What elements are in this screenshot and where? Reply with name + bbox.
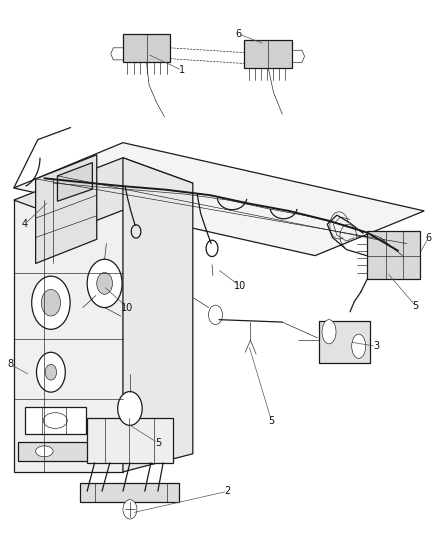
Text: 10: 10 bbox=[121, 303, 134, 312]
Circle shape bbox=[208, 305, 223, 325]
Polygon shape bbox=[244, 40, 292, 68]
Text: 6: 6 bbox=[236, 29, 242, 39]
Circle shape bbox=[118, 392, 142, 425]
Circle shape bbox=[36, 352, 65, 392]
Polygon shape bbox=[25, 407, 86, 434]
Circle shape bbox=[97, 272, 113, 294]
Circle shape bbox=[87, 259, 122, 308]
Polygon shape bbox=[57, 163, 92, 201]
Ellipse shape bbox=[35, 446, 53, 457]
Polygon shape bbox=[14, 143, 424, 256]
Text: 5: 5 bbox=[155, 438, 161, 448]
Polygon shape bbox=[123, 158, 193, 472]
Circle shape bbox=[41, 289, 60, 316]
Circle shape bbox=[123, 499, 137, 519]
Text: 1: 1 bbox=[179, 65, 185, 75]
Polygon shape bbox=[318, 321, 370, 363]
Text: 10: 10 bbox=[234, 281, 246, 291]
Text: 5: 5 bbox=[268, 416, 275, 425]
Polygon shape bbox=[35, 155, 97, 263]
Polygon shape bbox=[367, 231, 420, 279]
Text: 2: 2 bbox=[225, 486, 231, 496]
Text: 5: 5 bbox=[412, 301, 419, 311]
Text: 4: 4 bbox=[21, 219, 28, 229]
Polygon shape bbox=[87, 417, 173, 463]
Circle shape bbox=[45, 365, 57, 380]
Text: 6: 6 bbox=[425, 232, 431, 243]
Polygon shape bbox=[80, 483, 179, 502]
Ellipse shape bbox=[352, 334, 366, 358]
Ellipse shape bbox=[43, 413, 67, 429]
Polygon shape bbox=[14, 158, 193, 225]
Ellipse shape bbox=[322, 320, 336, 344]
Text: 8: 8 bbox=[7, 359, 14, 369]
Polygon shape bbox=[18, 442, 106, 461]
Polygon shape bbox=[123, 34, 170, 62]
Text: 3: 3 bbox=[373, 341, 379, 351]
Circle shape bbox=[32, 276, 70, 329]
Polygon shape bbox=[14, 158, 123, 472]
